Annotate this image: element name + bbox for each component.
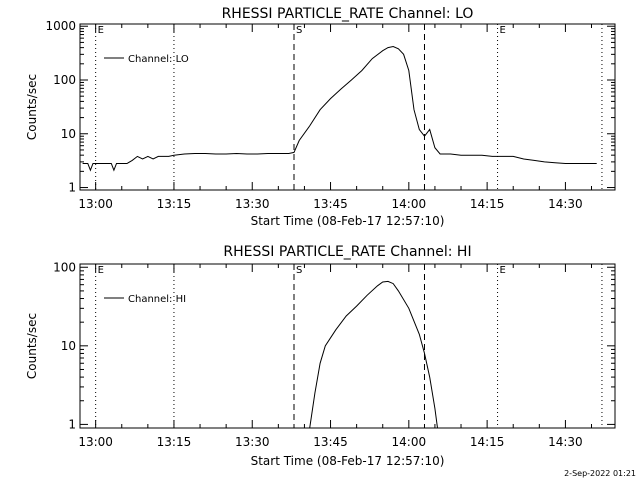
lo-y-tick-label: 100 — [53, 73, 76, 87]
lo-y-axis-label: Counts/sec — [25, 74, 39, 140]
lo-marker-label: S — [296, 25, 302, 36]
hi-chart-title: RHESSI PARTICLE_RATE Channel: HI — [223, 244, 471, 260]
hi-x-tick-label: 14:15 — [470, 435, 505, 449]
lo-y-tick-label: 1 — [68, 181, 76, 195]
hi-x-tick-label: 14:00 — [392, 435, 427, 449]
hi-marker-label: S — [296, 265, 302, 276]
hi-x-axis-label: Start Time (08-Feb-17 12:57:10) — [251, 454, 445, 468]
lo-y-tick-label: 10 — [61, 127, 76, 141]
plot-timestamp: 2-Sep-2022 01:21 — [564, 469, 636, 478]
hi-y-tick-label: 100 — [53, 260, 76, 274]
lo-legend-label: Channel: LO — [128, 54, 189, 65]
lo-x-tick-label: 14:00 — [392, 197, 427, 211]
lo-marker-label: E — [98, 25, 104, 36]
hi-x-tick-label: 13:15 — [157, 435, 192, 449]
lo-chart-title: RHESSI PARTICLE_RATE Channel: LO — [222, 6, 474, 22]
lo-x-tick-label: 13:00 — [78, 197, 113, 211]
hi-y-axis-label: Counts/sec — [25, 313, 39, 379]
lo-x-tick-label: 13:30 — [235, 197, 270, 211]
lo-y-tick-label: 1000 — [45, 19, 76, 33]
hi-series-line — [309, 280, 438, 429]
lo-x-tick-label: 13:15 — [157, 197, 192, 211]
hi-y-tick-label: 1 — [68, 417, 76, 431]
lo-marker-label: E — [500, 25, 506, 36]
lo-x-tick-label: 14:30 — [548, 197, 583, 211]
hi-plot-frame — [79, 263, 616, 429]
lo-series-line — [82, 45, 597, 172]
hi-legend-label: Channel: HI — [128, 294, 186, 305]
hi-x-tick-label: 13:00 — [78, 435, 113, 449]
lo-plot-frame — [79, 23, 616, 191]
hi-y-tick-label: 10 — [61, 339, 76, 353]
hi-x-tick-label: 14:30 — [548, 435, 583, 449]
hi-x-tick-label: 13:45 — [313, 435, 348, 449]
lo-x-tick-label: 14:15 — [470, 197, 505, 211]
hi-marker-label: E — [500, 265, 506, 276]
hi-x-tick-label: 13:30 — [235, 435, 270, 449]
hi-marker-label: E — [98, 265, 104, 276]
lo-x-tick-label: 13:45 — [313, 197, 348, 211]
lo-x-axis-label: Start Time (08-Feb-17 12:57:10) — [251, 214, 445, 228]
